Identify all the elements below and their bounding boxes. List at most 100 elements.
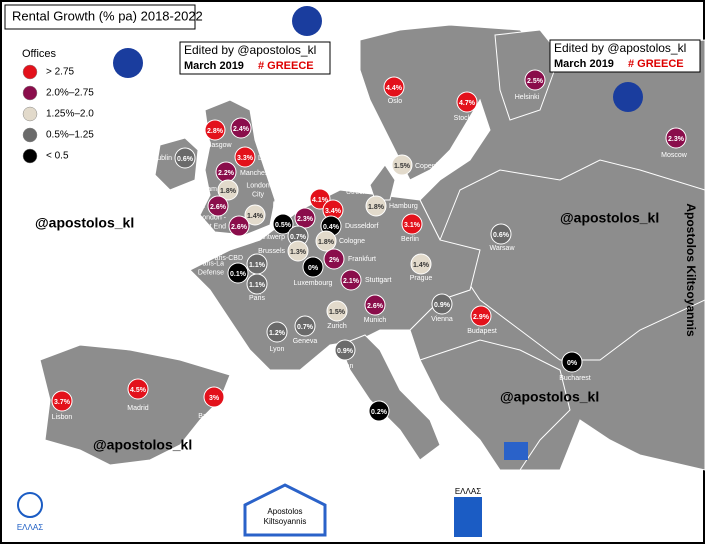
city-name: Cologne [339,238,365,245]
value-label: 1.8% [368,204,385,211]
value-label: 4.1% [312,197,329,204]
value-label: 1.2% [269,330,286,337]
city-name: Vienna [431,316,453,323]
watermark: @apostolos_kl [93,437,192,453]
value-label: 1.1% [249,282,266,289]
value-label: 2.6% [231,224,248,231]
city-name: Frankfurt [348,256,376,263]
cities: 4.4% Oslo 4.7% Stockholm 2.5% Helsinki 2.3% Mos… [51,69,688,432]
city-name: London - [198,214,226,221]
city-marker [217,179,239,201]
city-name: Barcelona [198,413,230,420]
city-name: Bristol [186,203,206,210]
legend-title: Offices [22,48,57,60]
legend: > 2.75 2.0%–2.75 1.25%–2.0 0.5%–1.25 < 0.5 [22,64,94,164]
city-name: London [246,182,269,189]
city-marker [174,147,196,169]
city-marker [127,378,149,400]
city-marker [383,76,405,98]
legend-label: 2.0%–2.75 [46,88,94,99]
legend-label: > 2.75 [46,67,75,78]
city-marker [340,269,362,291]
city-name: Paris-CBD [210,255,243,262]
city-name: Budapest [467,328,497,335]
city-marker [410,253,432,275]
city-marker [364,294,386,316]
value-label: 2.3% [668,136,685,143]
value-label: 2.6% [210,204,227,211]
city-marker [51,390,73,412]
legend-swatch [22,106,38,122]
city-name: Leeds [258,155,278,162]
city-name: Defense [198,269,224,276]
city-name: Berlin [401,236,419,243]
value-label: 2.8% [207,128,224,135]
greek-flag [504,442,528,460]
city-name: Stockholm [454,115,487,122]
city-marker [456,91,478,113]
value-label: 4.4% [386,85,403,92]
value-label: 1.1% [249,262,266,269]
city-name: Helsinki [515,94,540,101]
value-label: 0% [567,360,578,367]
city-name: Prague [410,275,433,282]
value-label: 2.4% [233,126,250,133]
value-label: 0.6% [177,156,194,163]
note-box [549,39,701,73]
city-name: Bucharest [559,375,591,382]
city-marker [401,213,423,235]
flag-text: ΕΛΛΑΣ [17,523,43,532]
value-label: 1.3% [290,249,307,256]
value-label: 0.6% [493,232,510,239]
value-label: 3.3% [237,155,254,162]
value-label: 2.3% [297,216,314,223]
city-marker [234,146,256,168]
city-name: Stuttgart [365,277,392,284]
legend-swatch [22,85,38,101]
value-label: 0.2% [371,409,388,416]
value-label: 0.7% [297,324,314,331]
value-label: 1.4% [413,262,430,269]
city-name: Munich [364,317,387,324]
value-label: 3.7% [54,399,71,406]
value-label: 0.4% [323,224,340,231]
watermark: @apostolos_kl [35,215,134,231]
value-label: 2.1% [343,278,360,285]
title: Rental Growth (% pa) 2018-2022 [12,8,203,23]
city-marker [326,300,348,322]
eu-flag [113,48,143,78]
eu-flag [613,82,643,112]
value-label: 2% [329,257,340,264]
city-name: Dublin [152,155,172,162]
city-marker [391,154,413,176]
note-line: March 2019 [554,58,614,70]
note-line: March 2019 [184,60,244,72]
watermark: @apostolos_kl [560,210,659,226]
city-name: The [277,192,289,199]
value-label: 2.9% [473,314,490,321]
value-label: 3.4% [325,208,342,215]
city-marker [230,117,252,139]
value-label: 0.9% [337,348,354,355]
value-label: 2.5% [527,78,544,85]
value-label: 2.6% [367,303,384,310]
city-marker [294,315,316,337]
city-marker [204,119,226,141]
value-label: 0.9% [434,302,451,309]
city-name: West End [196,223,226,230]
value-label: 0.5% [275,222,292,229]
city-name: Utrecht [346,189,369,196]
city-marker [490,223,512,245]
city-name: Antwerp [259,234,285,241]
value-label: 0.1% [230,271,247,278]
note-tag: # GREECE [628,58,684,70]
city-marker [365,195,387,217]
city-name: Luxembourg [294,280,333,287]
city-marker [561,351,583,373]
value-label: 4.7% [459,100,476,107]
city-marker [431,293,453,315]
value-label: 1.5% [329,309,346,316]
title-box [4,4,196,30]
value-label: 1.5% [394,163,411,170]
legend-label: 1.25%–2.0 [46,109,94,120]
